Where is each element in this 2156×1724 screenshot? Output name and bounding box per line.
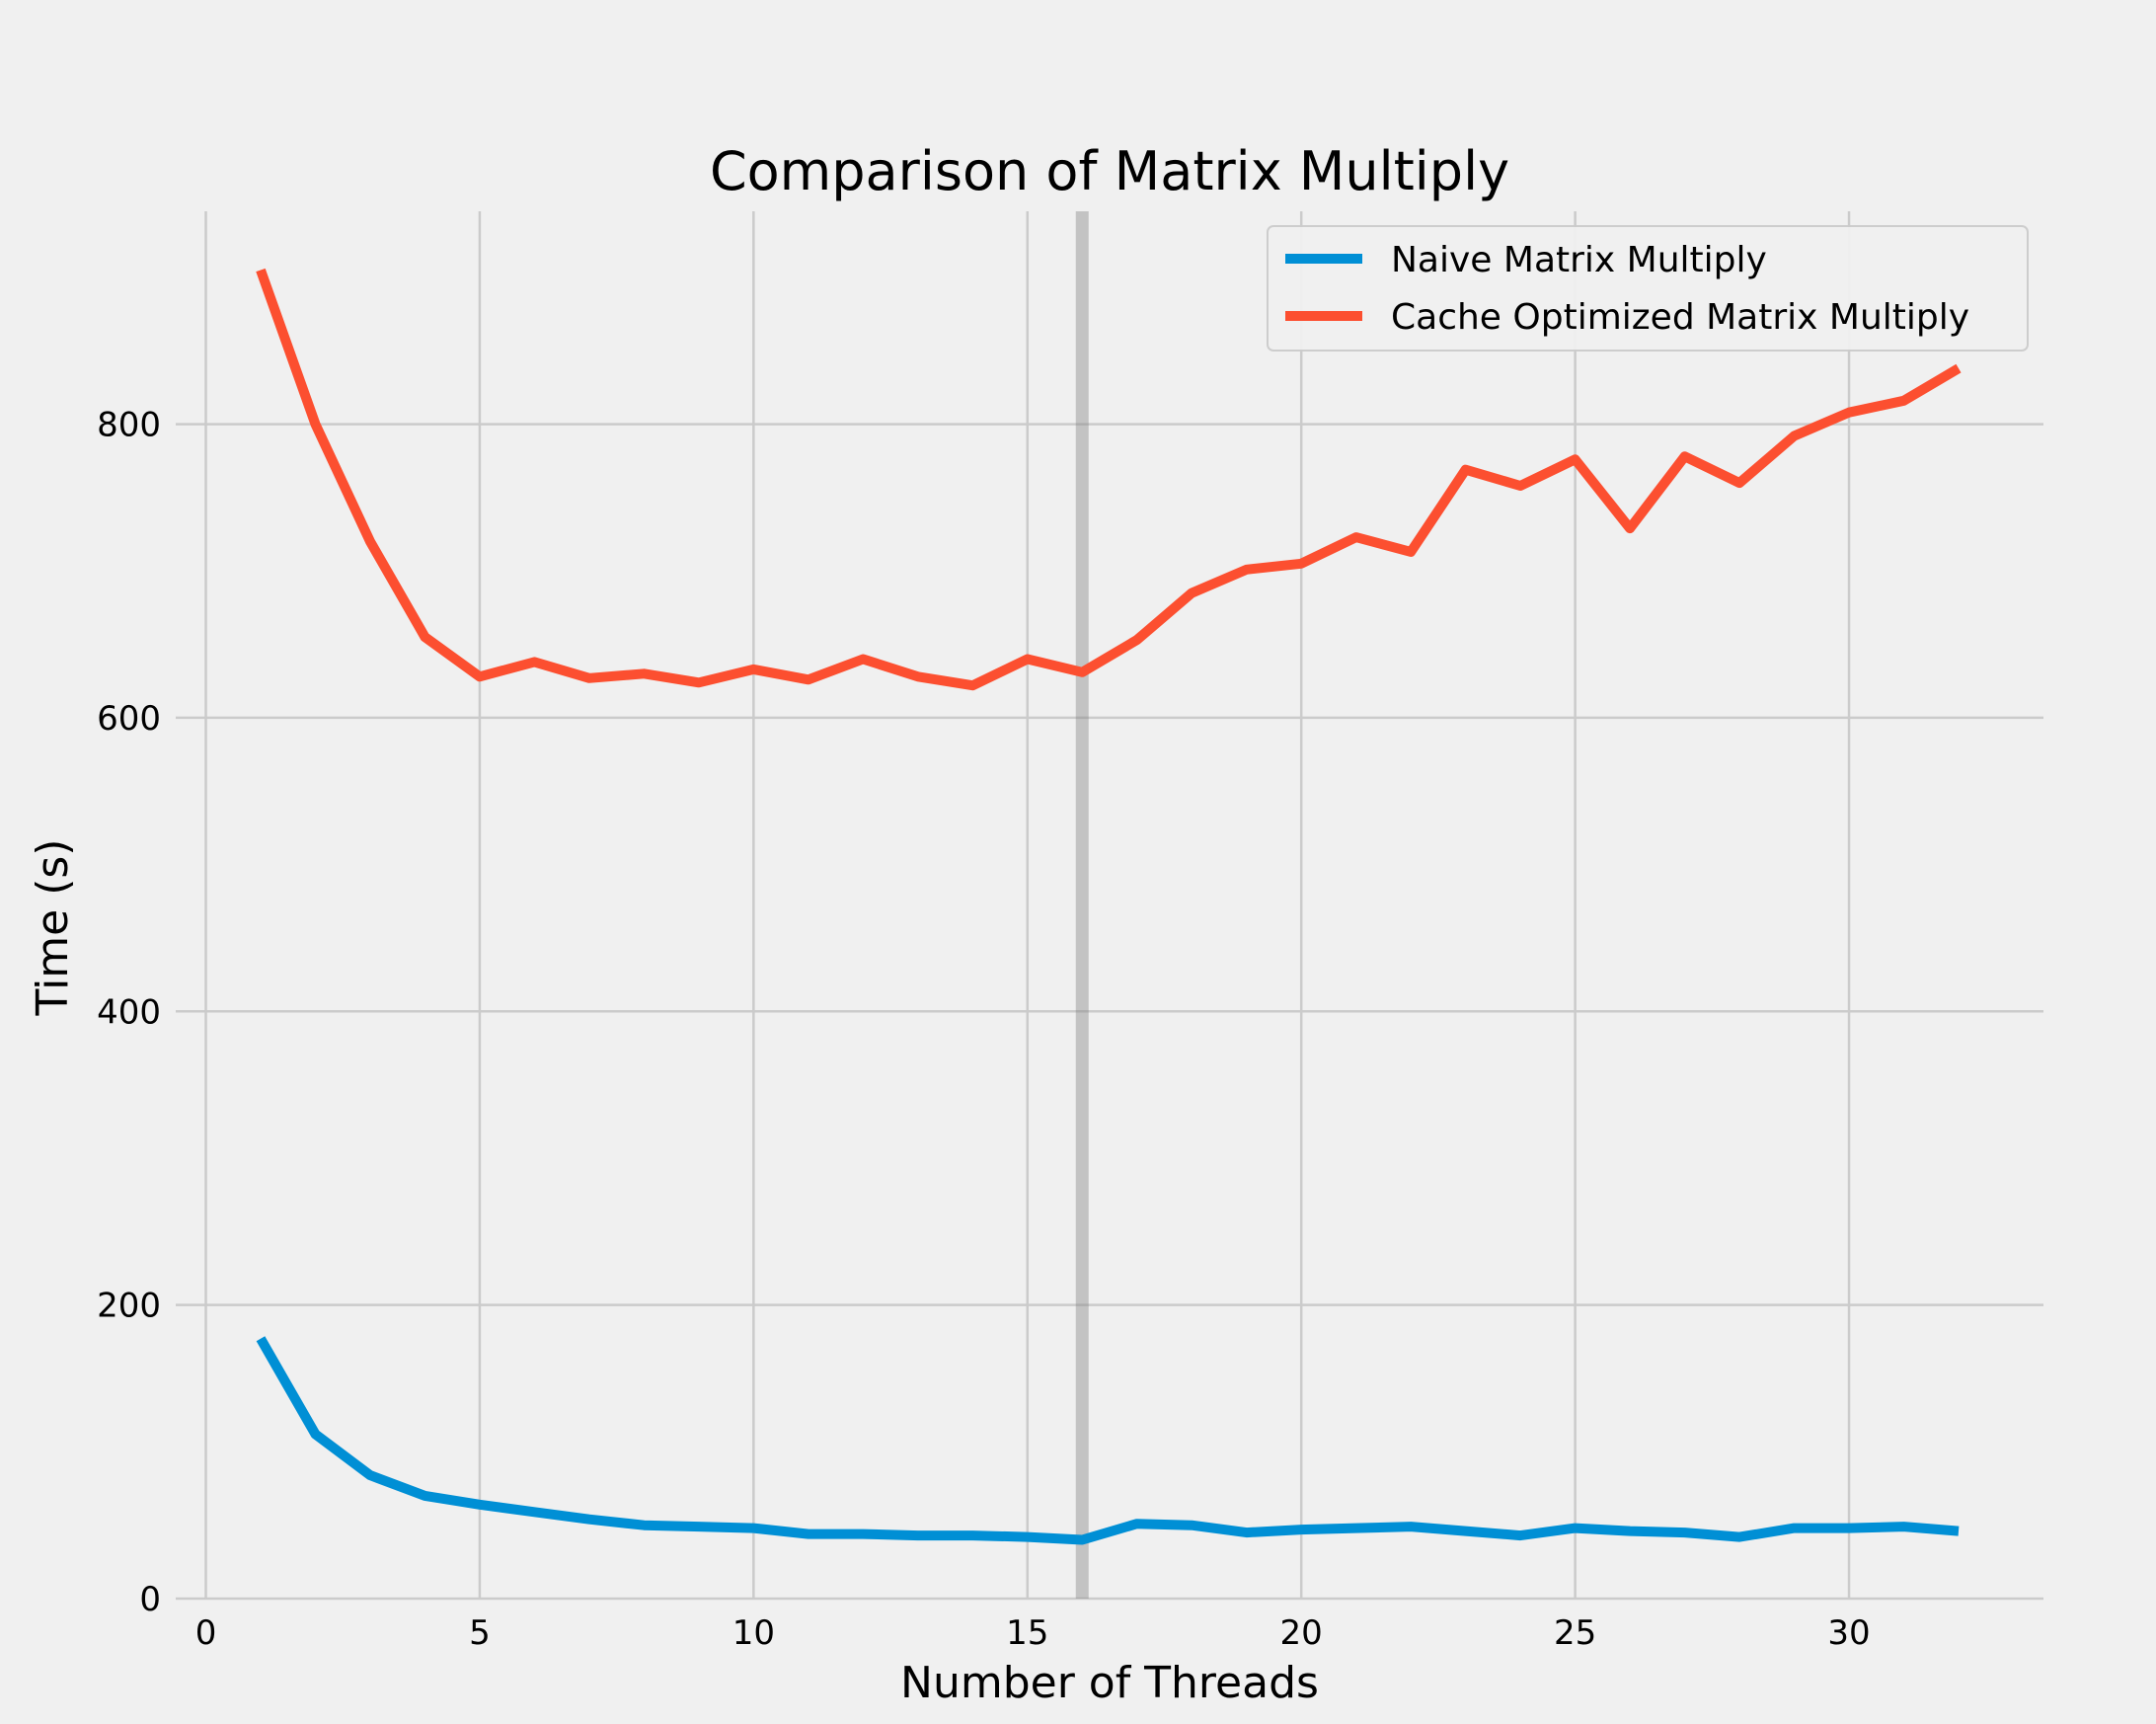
- y-tick-label-0: 0: [139, 1580, 161, 1619]
- x-tick-label-4: 20: [1280, 1613, 1323, 1653]
- x-axis-label: Number of Threads: [900, 1658, 1319, 1708]
- legend-label-cache: Cache Optimized Matrix Multiply: [1391, 297, 1969, 338]
- chart-title: Comparison of Matrix Multiply: [710, 140, 1509, 202]
- legend-label-naive: Naive Matrix Multiply: [1391, 240, 1767, 280]
- x-tick-label-2: 10: [732, 1613, 775, 1653]
- y-tick-label-4: 800: [97, 406, 161, 445]
- series-line-0: [256, 1336, 1960, 1545]
- x-tick-label-0: 0: [195, 1613, 217, 1653]
- x-tick-label-6: 30: [1827, 1613, 1870, 1653]
- legend-box: [1267, 225, 2029, 352]
- y-tick-label-3: 600: [97, 699, 161, 739]
- grid: [176, 211, 2043, 1601]
- y-tick-label-2: 400: [97, 992, 161, 1032]
- legend: Naive Matrix Multiply Cache Optimized Ma…: [1267, 225, 2029, 352]
- series-line-1: [256, 268, 1962, 691]
- series-layer: [256, 268, 1962, 1545]
- y-axis-label: Time (s): [28, 839, 78, 1017]
- x-tick-label-3: 15: [1006, 1613, 1048, 1653]
- x-tick-label-1: 5: [469, 1613, 491, 1653]
- y-tick-label-1: 200: [97, 1287, 161, 1326]
- tick-labels: 0 200 400 600 800 0 5 10 15 20 25 30: [97, 406, 1871, 1653]
- x-tick-label-5: 25: [1554, 1613, 1596, 1653]
